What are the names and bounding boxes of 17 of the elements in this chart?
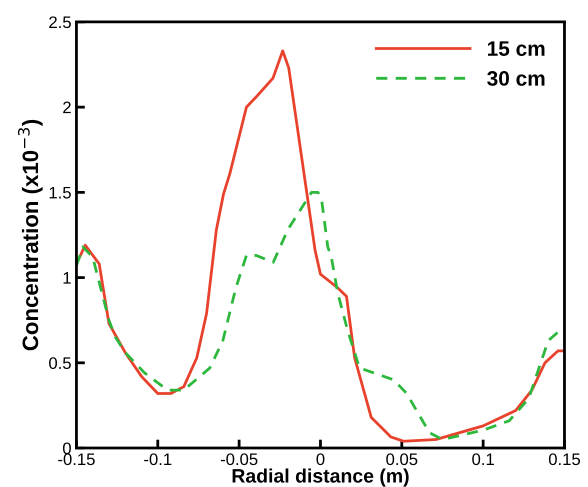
y-tick-label: 2 bbox=[63, 102, 71, 114]
x-tick-label: -0.1 bbox=[144, 453, 172, 466]
x-tick-label: 0.05 bbox=[386, 453, 418, 466]
y-tick-label: 1.5 bbox=[50, 186, 71, 199]
y-tick-label: 2.5 bbox=[49, 16, 71, 28]
x-tick-label: 0.1 bbox=[472, 453, 494, 466]
x-tick-label: 0 bbox=[316, 453, 324, 466]
legend-label: 30 cm bbox=[487, 71, 544, 86]
legend-label: 15 cm bbox=[488, 41, 544, 56]
x-axis-title: Radial distance (m) bbox=[232, 468, 409, 487]
y-tick-label: 0.5 bbox=[49, 357, 71, 370]
x-tick-label: -0.15 bbox=[58, 453, 95, 466]
y-axis-title: Concentration (x10$^{−3}$) bbox=[18, 120, 43, 350]
x-tick-label: 0.15 bbox=[548, 453, 580, 466]
y-tick-label: 1 bbox=[64, 272, 71, 284]
x-tick-label: -0.05 bbox=[220, 453, 258, 466]
y-tick-label: 0 bbox=[62, 442, 71, 454]
